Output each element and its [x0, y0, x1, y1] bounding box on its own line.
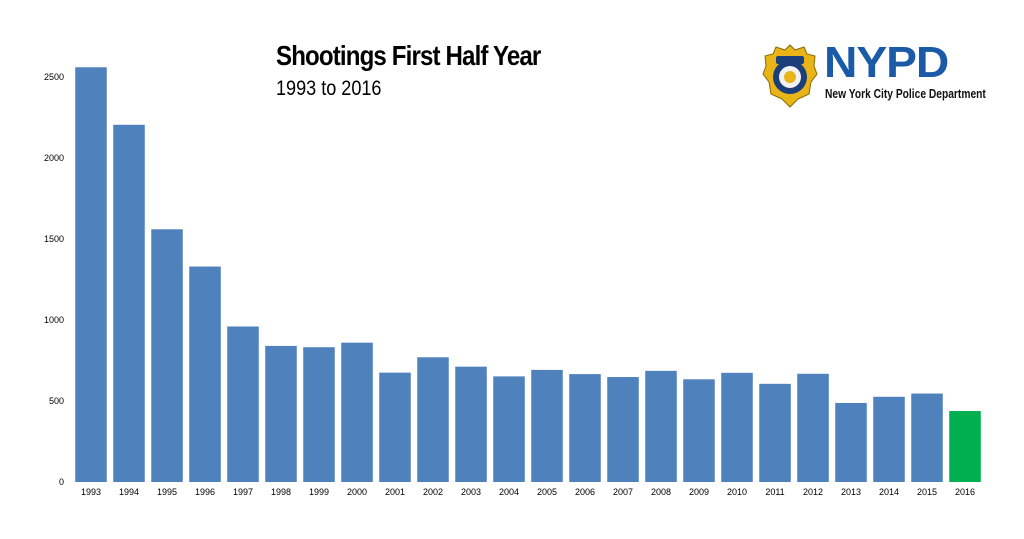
x-tick-label: 1995	[157, 487, 177, 497]
x-tick-label: 2002	[423, 487, 443, 497]
bar-2000	[341, 342, 373, 482]
x-tick-label: 2006	[575, 487, 595, 497]
bar-1999	[303, 347, 335, 482]
bar-2001	[379, 372, 411, 482]
y-tick-label: 0	[59, 477, 64, 487]
nypd-wordmark: NYPD	[824, 38, 949, 87]
bar-1994	[113, 124, 145, 482]
bar-2012	[797, 373, 829, 482]
bar-1998	[265, 345, 297, 482]
x-tick-label: 2015	[917, 487, 937, 497]
x-tick-label: 2009	[689, 487, 709, 497]
bar-2010	[721, 372, 753, 482]
bar-2014	[873, 396, 905, 482]
bar-2015	[911, 393, 943, 482]
bar-2003	[455, 366, 487, 482]
x-tick-label: 2016	[955, 487, 975, 497]
nypd-badge-icon	[762, 44, 818, 108]
bar-2006	[569, 374, 601, 482]
y-tick-label: 2500	[44, 72, 64, 82]
bar-2007	[607, 377, 639, 482]
x-tick-label: 2004	[499, 487, 519, 497]
x-tick-label: 2014	[879, 487, 899, 497]
chart-title: Shootings First Half Year	[276, 40, 541, 71]
y-tick-label: 1000	[44, 315, 64, 325]
x-tick-label: 2001	[385, 487, 405, 497]
nypd-logo: NYPD New York City Police Department	[762, 38, 986, 110]
bar-2009	[683, 379, 715, 482]
x-tick-label: 1997	[233, 487, 253, 497]
chart-subtitle: 1993 to 2016	[276, 77, 382, 100]
bar-2016	[949, 411, 981, 482]
y-tick-label: 1500	[44, 234, 64, 244]
bar-1997	[227, 326, 259, 482]
x-tick-label: 2012	[803, 487, 823, 497]
bar-1995	[151, 229, 183, 482]
x-tick-label: 2008	[651, 487, 671, 497]
x-tick-label: 2000	[347, 487, 367, 497]
nypd-caption: New York City Police Department	[825, 87, 986, 101]
bar-2005	[531, 369, 563, 482]
x-tick-label: 2007	[613, 487, 633, 497]
y-tick-label: 500	[49, 396, 64, 406]
bar-2002	[417, 357, 449, 482]
bar-1996	[189, 266, 221, 482]
bar-1993	[75, 67, 107, 482]
x-tick-label: 1998	[271, 487, 291, 497]
x-tick-label: 2005	[537, 487, 557, 497]
x-tick-label: 2011	[765, 487, 784, 497]
x-tick-label: 1996	[195, 487, 215, 497]
x-tick-label: 1994	[119, 487, 139, 497]
x-tick-label: 2013	[841, 487, 861, 497]
x-tick-label: 1993	[81, 487, 101, 497]
x-tick-label: 1999	[309, 487, 329, 497]
bar-2004	[493, 376, 525, 482]
bar-2013	[835, 402, 867, 482]
x-tick-label: 2010	[727, 487, 747, 497]
bar-2008	[645, 370, 677, 482]
bar-2011	[759, 383, 791, 482]
x-tick-label: 2003	[461, 487, 481, 497]
y-tick-label: 2000	[44, 153, 64, 163]
